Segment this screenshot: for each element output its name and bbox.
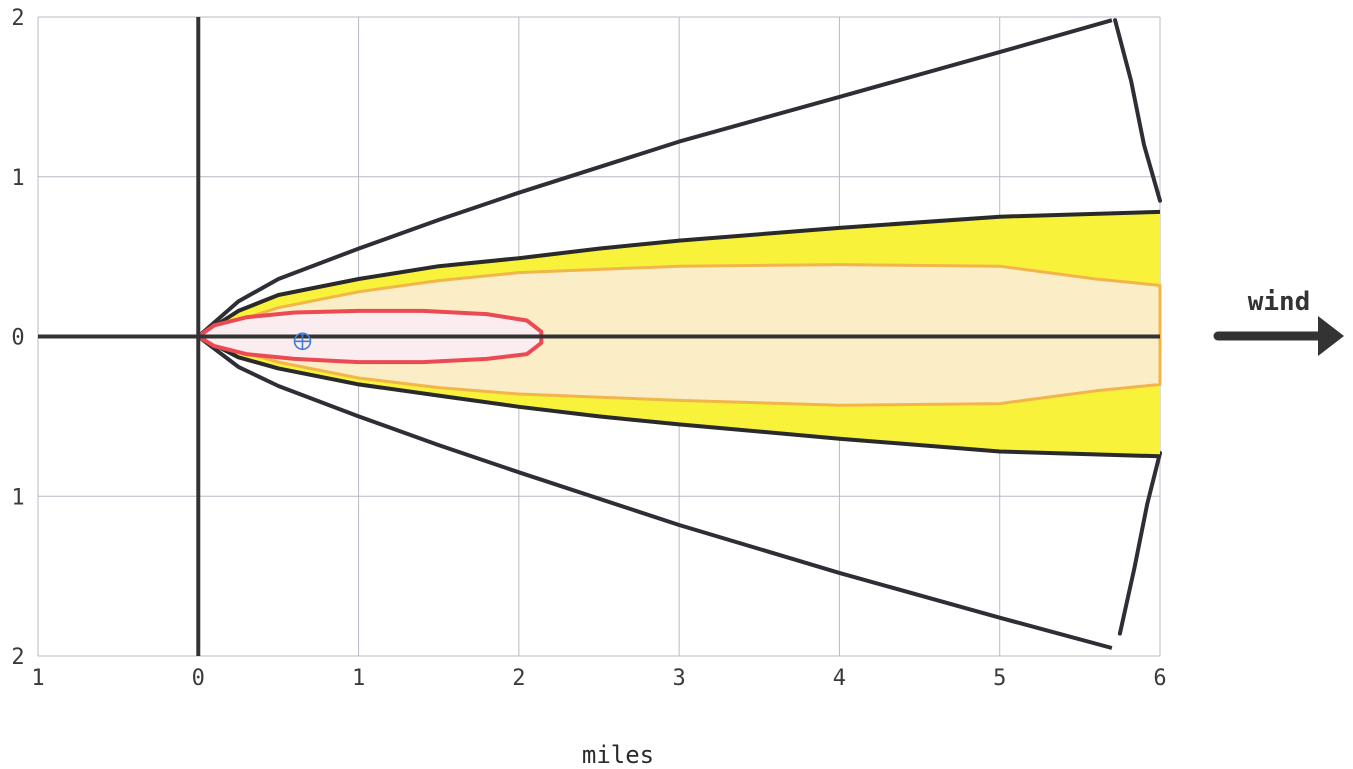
x-tick-label: 5	[993, 666, 1006, 691]
outer-upper-arc	[1113, 18, 1162, 203]
yellow-lower-edge	[197, 334, 1161, 459]
axes	[38, 17, 1160, 656]
x-tick-label: 2	[512, 666, 525, 691]
x-tick-label: 3	[673, 666, 686, 691]
x-tick-label: 1	[352, 666, 365, 691]
x-axis-label: miles	[582, 741, 654, 769]
x-tick-label: 1	[31, 666, 44, 691]
outer-lower-boundary	[197, 334, 1113, 650]
wind-annotation: wind	[1213, 287, 1344, 356]
wind-label: wind	[1248, 287, 1311, 317]
outer-lower-arc	[1117, 451, 1162, 636]
yellow-upper-edge	[197, 209, 1161, 339]
y-tick-label: 1	[11, 166, 24, 191]
x-tick-label: 0	[192, 666, 205, 691]
wind-arrow-icon	[1318, 316, 1344, 356]
x-tick-label: 4	[833, 666, 846, 691]
y-tick-label: 2	[11, 645, 24, 670]
outer-upper-boundary	[196, 18, 1113, 339]
y-tick-label: 0	[11, 326, 24, 351]
y-tick-label: 2	[11, 6, 24, 31]
x-tick-label: 6	[1153, 666, 1166, 691]
y-tick-label: 1	[11, 485, 24, 510]
